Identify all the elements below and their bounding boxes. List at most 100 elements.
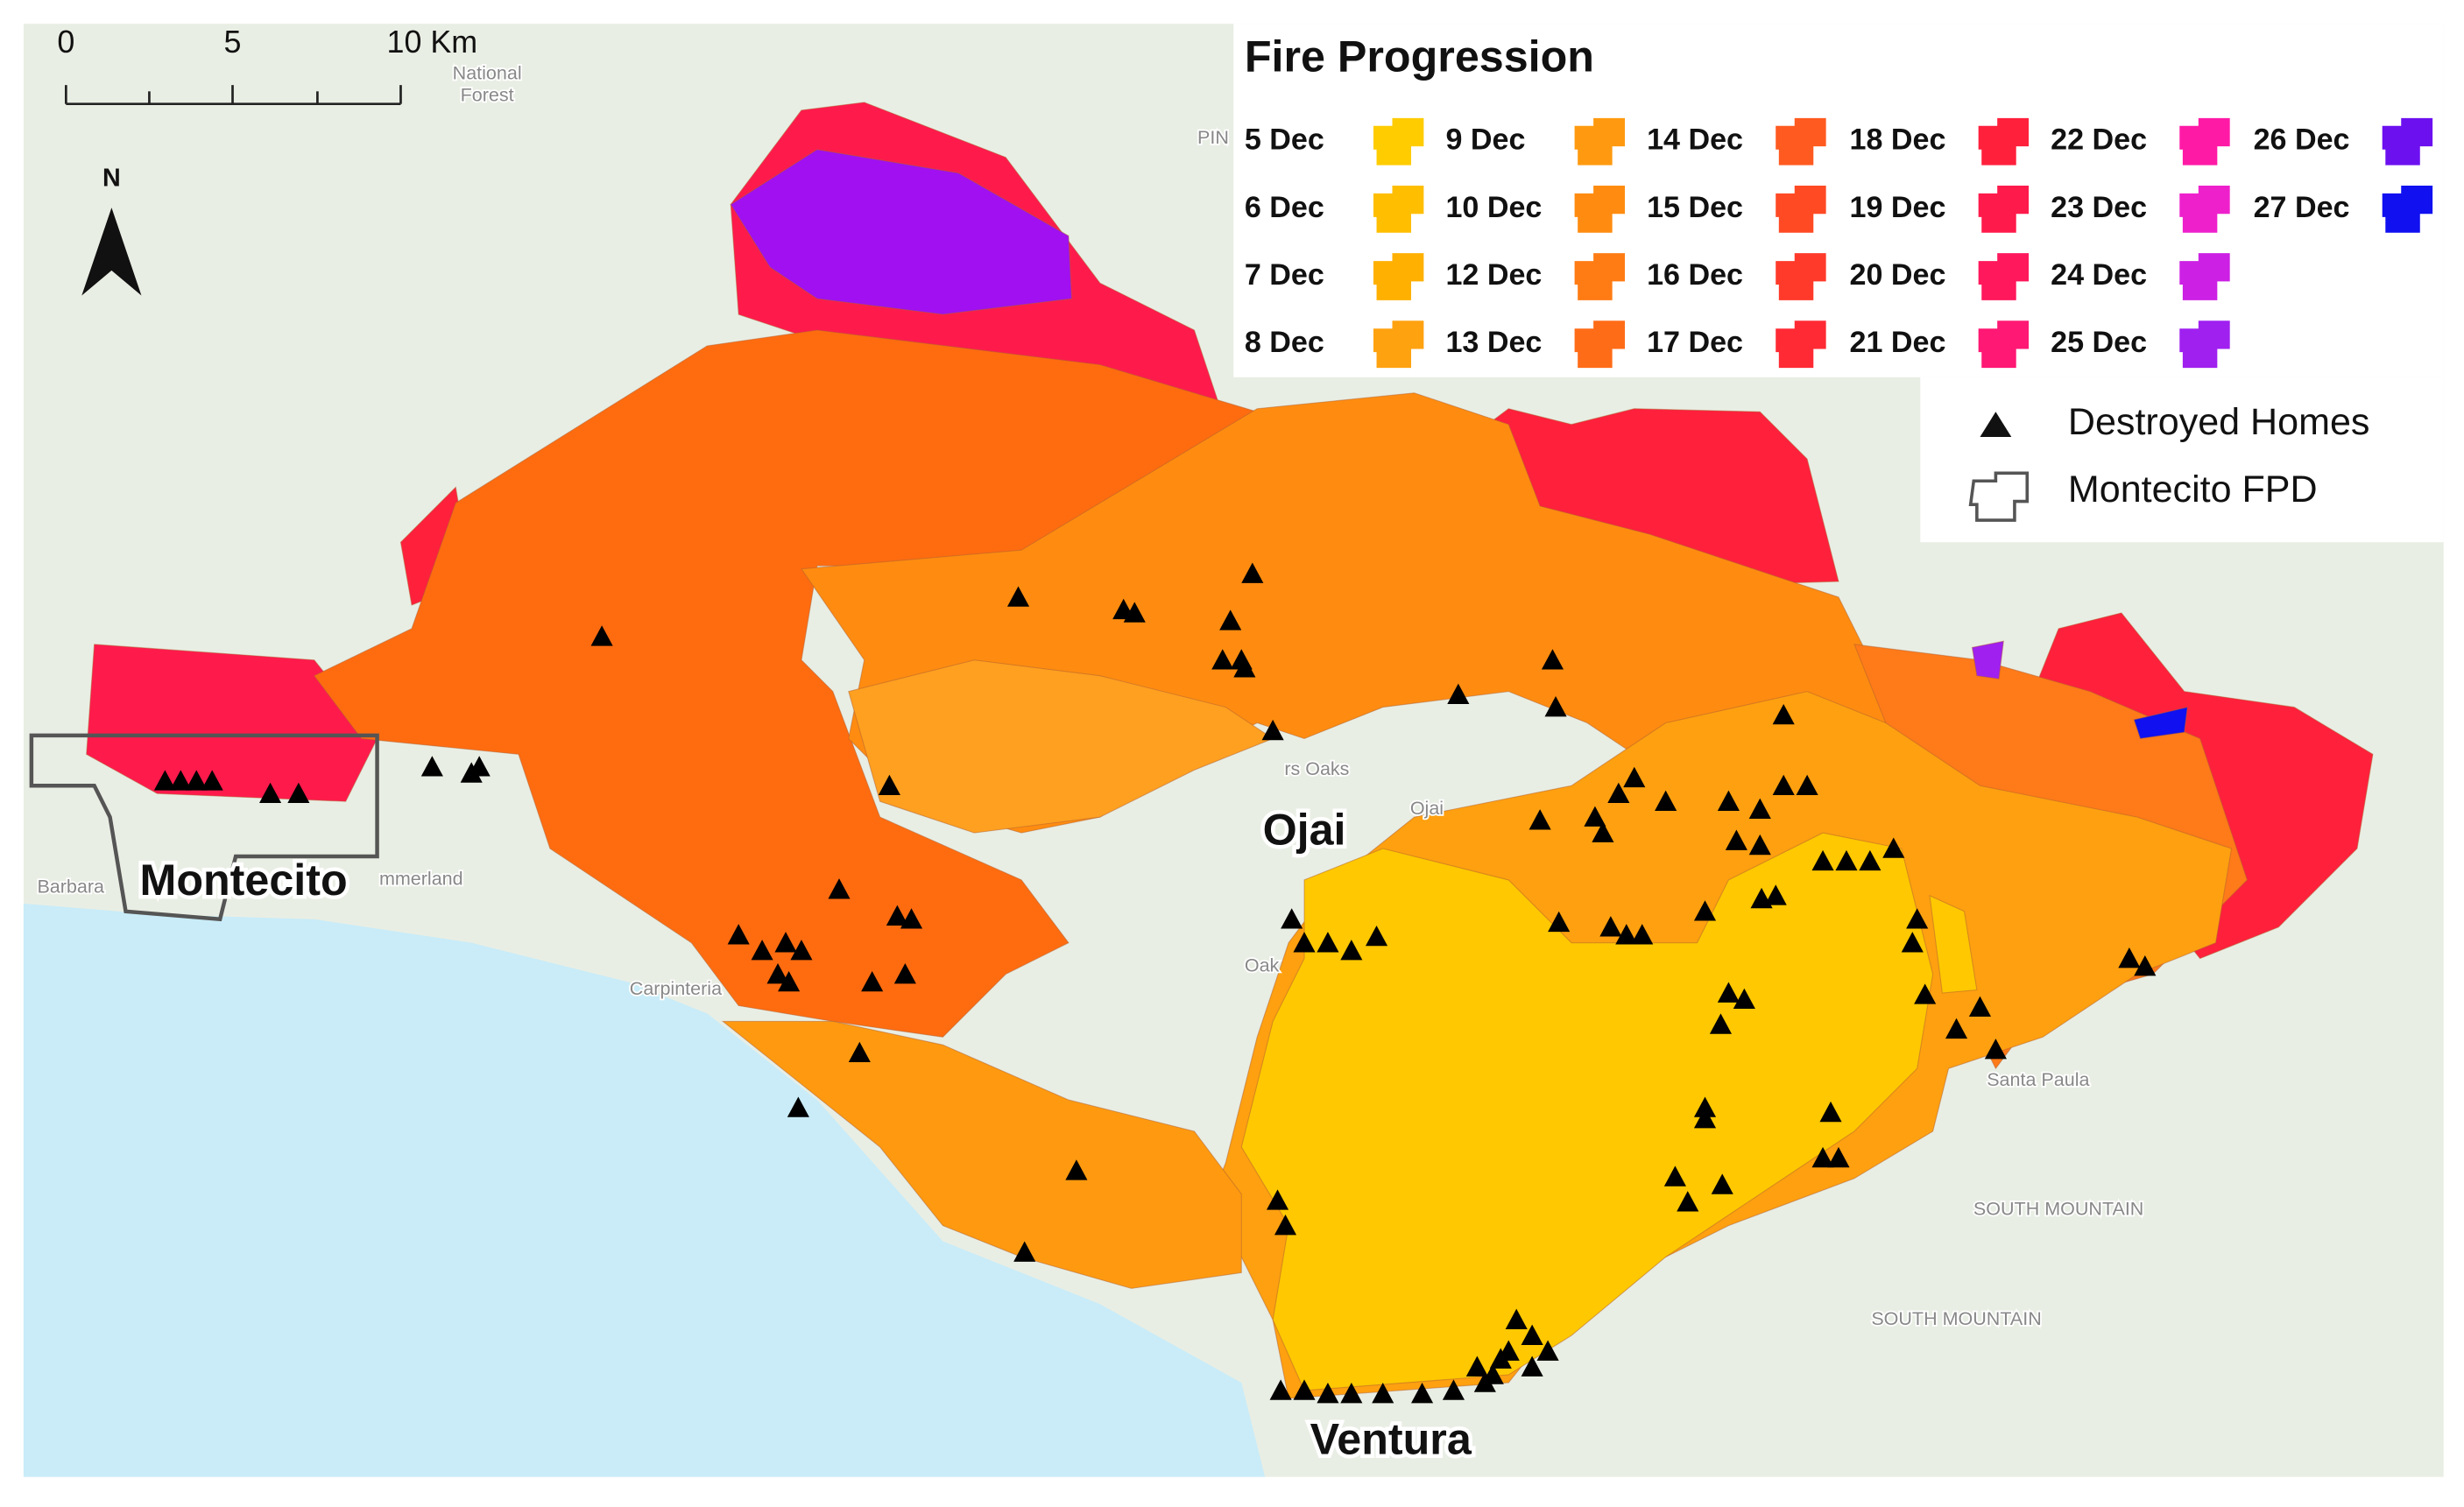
home-marker bbox=[1811, 1146, 1834, 1168]
home-marker bbox=[1541, 649, 1564, 670]
home-marker bbox=[1241, 562, 1264, 583]
home-marker bbox=[1711, 1173, 1733, 1194]
legend-label: 20 Dec bbox=[1850, 258, 1946, 292]
home-marker bbox=[1536, 1340, 1559, 1361]
home-marker bbox=[751, 940, 773, 961]
home-marker bbox=[1274, 1215, 1297, 1236]
legend-swatch bbox=[2179, 320, 2230, 369]
legend-label: 26 Dec bbox=[2254, 123, 2350, 157]
home-marker bbox=[1901, 932, 1924, 953]
home-marker bbox=[1521, 1356, 1543, 1377]
home-marker bbox=[1544, 696, 1567, 717]
home-marker bbox=[766, 962, 789, 984]
home-marker bbox=[1623, 766, 1646, 788]
home-marker bbox=[1233, 657, 1256, 678]
legend-label: 22 Dec bbox=[2051, 123, 2147, 157]
legend-swatch bbox=[1373, 185, 1424, 233]
home-marker bbox=[1859, 849, 1882, 871]
home-marker bbox=[787, 1096, 809, 1117]
legend-swatch bbox=[1574, 253, 1626, 300]
legend-label: 15 Dec bbox=[1647, 191, 1743, 224]
legend-label: 13 Dec bbox=[1445, 326, 1542, 359]
home-marker bbox=[1481, 1363, 1504, 1384]
scale-bar bbox=[65, 85, 402, 106]
home-marker bbox=[1411, 1382, 1434, 1404]
legend-label: 16 Dec bbox=[1647, 258, 1743, 292]
legend-label: 6 Dec bbox=[1245, 191, 1324, 224]
fire-area bbox=[730, 149, 1073, 315]
home-marker bbox=[878, 774, 900, 796]
home-marker bbox=[1819, 1101, 1842, 1123]
home-marker bbox=[153, 770, 176, 791]
north-arrow bbox=[81, 208, 142, 296]
home-marker bbox=[1631, 924, 1654, 945]
home-marker bbox=[1914, 983, 1937, 1004]
destroyed-homes bbox=[153, 562, 2157, 1404]
home-marker bbox=[169, 770, 192, 791]
home-marker bbox=[1599, 916, 1622, 937]
legend-label: 27 Dec bbox=[2254, 191, 2350, 224]
legend-swatch bbox=[1574, 320, 1626, 369]
home-marker bbox=[1317, 1382, 1339, 1404]
home-marker bbox=[848, 1041, 871, 1063]
home-marker bbox=[2134, 955, 2157, 976]
legend-swatch bbox=[1978, 253, 2030, 300]
montecito-fpd-boundary bbox=[29, 733, 379, 922]
home-marker bbox=[1811, 849, 1834, 871]
home-marker bbox=[1219, 609, 1242, 630]
scale-label: 5 bbox=[224, 25, 242, 60]
home-marker bbox=[1548, 911, 1571, 933]
legend-label: 17 Dec bbox=[1647, 326, 1743, 359]
home-marker bbox=[185, 770, 208, 791]
fire-area bbox=[721, 1020, 1242, 1289]
legend-label: 14 Dec bbox=[1647, 123, 1743, 157]
home-marker bbox=[1521, 1324, 1543, 1345]
scale-label: 0 bbox=[57, 25, 74, 60]
legend-swatch bbox=[1776, 185, 1826, 233]
fire-area bbox=[86, 644, 378, 802]
home-marker bbox=[1261, 719, 1284, 741]
home-marker bbox=[1340, 940, 1363, 961]
basemap-label: National bbox=[453, 62, 522, 83]
ocean bbox=[23, 903, 1266, 1477]
scale-label: 10 Km bbox=[387, 25, 478, 60]
legend-swatch bbox=[1776, 320, 1826, 369]
legend-label: 23 Dec bbox=[2051, 191, 2147, 224]
home-marker bbox=[1733, 988, 1755, 1010]
home-marker bbox=[1750, 887, 1773, 909]
basemap-label: PIN bbox=[1197, 127, 1229, 148]
home-marker bbox=[1725, 829, 1747, 850]
home-marker bbox=[1293, 932, 1316, 953]
basemap-label: mmerland bbox=[379, 869, 463, 890]
home-marker bbox=[1827, 1146, 1850, 1168]
legend-outline bbox=[1968, 471, 2030, 522]
legend-box bbox=[1920, 377, 2444, 543]
home-marker bbox=[1968, 996, 1992, 1017]
legend-label: 19 Dec bbox=[1850, 191, 1946, 224]
legend-label: 5 Dec bbox=[1245, 123, 1324, 157]
north-label: N bbox=[102, 164, 121, 192]
legend-swatch bbox=[2382, 185, 2433, 233]
home-marker bbox=[1693, 900, 1717, 921]
fire-area bbox=[313, 329, 1258, 1038]
legend-title: Fire Progression bbox=[1245, 32, 1594, 81]
home-marker bbox=[1663, 1165, 1686, 1187]
home-marker bbox=[1013, 1241, 1036, 1262]
home-marker bbox=[1748, 798, 1771, 819]
basemap-label: SOUTH MOUNTAIN bbox=[1973, 1198, 2143, 1219]
home-marker bbox=[1717, 790, 1740, 811]
home-marker bbox=[727, 924, 750, 945]
legend-swatch bbox=[1978, 117, 2030, 165]
home-marker bbox=[1505, 1308, 1528, 1330]
home-marker bbox=[893, 962, 916, 984]
basemap-label: Ojai bbox=[1410, 798, 1444, 819]
home-marker bbox=[1365, 925, 1388, 947]
fire-area bbox=[2133, 706, 2188, 740]
home-marker bbox=[201, 770, 223, 791]
legend-label: 12 Dec bbox=[1445, 258, 1542, 292]
home-marker bbox=[1772, 774, 1795, 796]
home-marker bbox=[861, 970, 884, 992]
home-marker bbox=[1065, 1159, 1088, 1180]
